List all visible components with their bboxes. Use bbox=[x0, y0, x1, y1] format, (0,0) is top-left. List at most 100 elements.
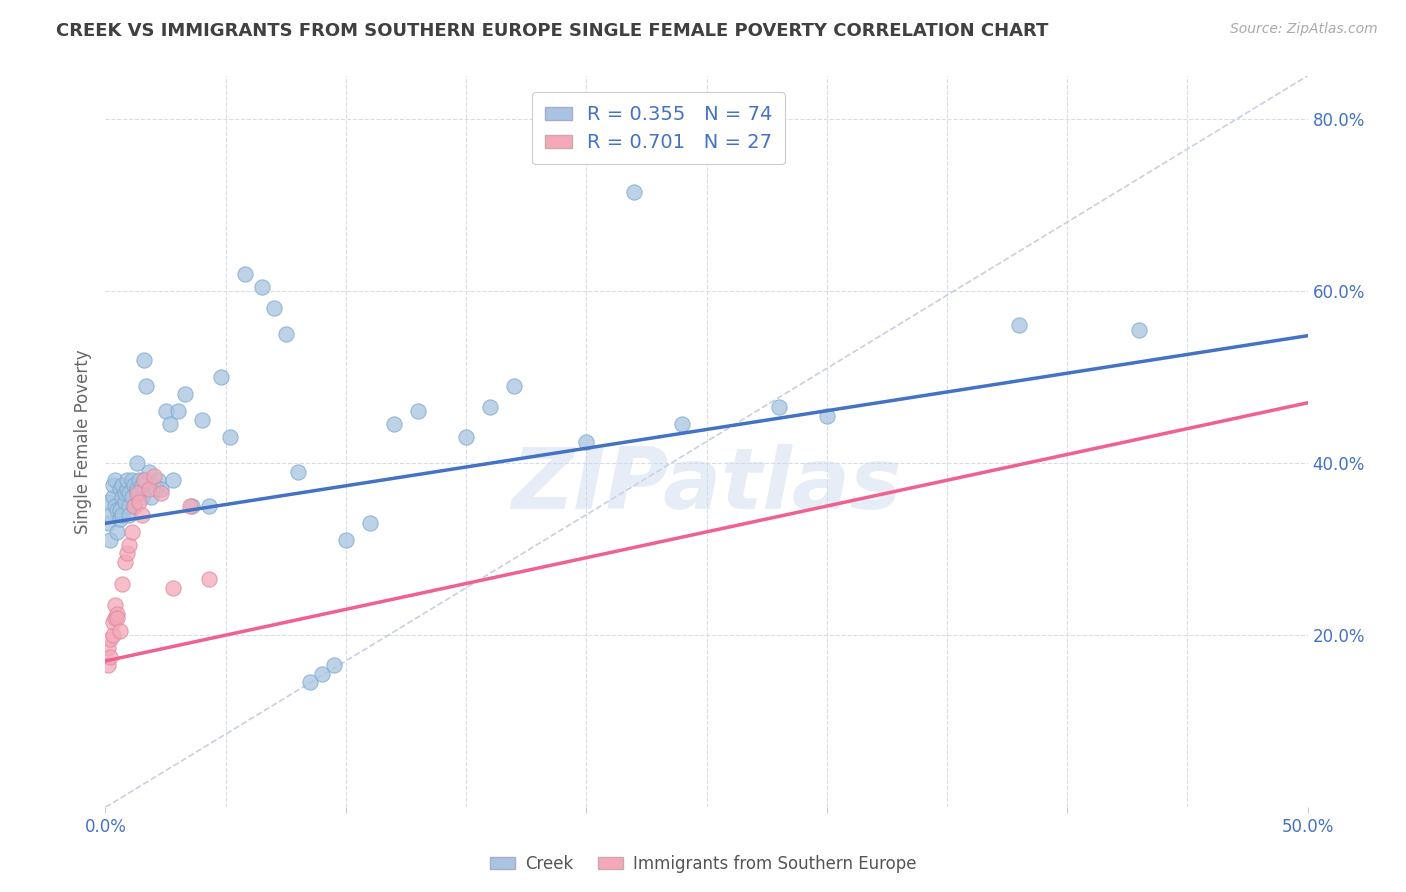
Point bbox=[128, 495, 150, 509]
Point bbox=[162, 581, 184, 595]
Point bbox=[768, 400, 790, 414]
Point bbox=[97, 495, 120, 509]
Point bbox=[98, 508, 121, 522]
Point bbox=[115, 546, 138, 560]
Point bbox=[131, 491, 153, 505]
Point bbox=[97, 516, 120, 531]
Point bbox=[359, 516, 381, 531]
Point bbox=[124, 477, 146, 491]
Point bbox=[125, 482, 148, 496]
Legend: R = 0.355   N = 74, R = 0.701   N = 27: R = 0.355 N = 74, R = 0.701 N = 27 bbox=[533, 92, 785, 164]
Point bbox=[131, 508, 153, 522]
Point bbox=[118, 499, 141, 513]
Point bbox=[233, 267, 256, 281]
Point bbox=[97, 641, 120, 656]
Point bbox=[623, 185, 645, 199]
Point bbox=[322, 658, 344, 673]
Point bbox=[111, 491, 134, 505]
Point bbox=[124, 499, 146, 513]
Point bbox=[575, 434, 598, 449]
Point bbox=[142, 477, 165, 491]
Point bbox=[250, 279, 273, 293]
Point bbox=[149, 482, 172, 496]
Point bbox=[1008, 318, 1031, 333]
Point bbox=[671, 417, 693, 432]
Point bbox=[406, 404, 429, 418]
Point bbox=[111, 576, 134, 591]
Point bbox=[115, 473, 138, 487]
Point bbox=[104, 598, 127, 612]
Point bbox=[125, 486, 148, 500]
Point bbox=[274, 326, 297, 341]
Point bbox=[198, 499, 221, 513]
Point bbox=[1128, 323, 1150, 337]
Point bbox=[104, 611, 127, 625]
Point bbox=[815, 409, 838, 423]
Point bbox=[166, 404, 188, 418]
Point bbox=[159, 417, 181, 432]
Point bbox=[107, 611, 129, 625]
Point bbox=[115, 482, 138, 496]
Point bbox=[263, 301, 285, 315]
Point bbox=[108, 482, 131, 496]
Point bbox=[198, 572, 221, 586]
Point bbox=[101, 615, 124, 630]
Point bbox=[131, 477, 153, 491]
Point bbox=[145, 482, 167, 496]
Y-axis label: Single Female Poverty: Single Female Poverty bbox=[73, 350, 91, 533]
Point bbox=[114, 486, 136, 500]
Legend: Creek, Immigrants from Southern Europe: Creek, Immigrants from Southern Europe bbox=[482, 848, 924, 880]
Point bbox=[132, 473, 155, 487]
Point bbox=[132, 352, 155, 367]
Point bbox=[128, 486, 150, 500]
Point bbox=[98, 649, 121, 664]
Point bbox=[138, 465, 160, 479]
Point bbox=[97, 658, 120, 673]
Text: CREEK VS IMMIGRANTS FROM SOUTHERN EUROPE SINGLE FEMALE POVERTY CORRELATION CHART: CREEK VS IMMIGRANTS FROM SOUTHERN EUROPE… bbox=[56, 22, 1049, 40]
Point bbox=[190, 413, 212, 427]
Point bbox=[138, 482, 160, 496]
Point bbox=[454, 430, 477, 444]
Point bbox=[287, 465, 309, 479]
Point bbox=[101, 628, 124, 642]
Point bbox=[132, 473, 155, 487]
Point bbox=[118, 538, 141, 552]
Point bbox=[139, 491, 162, 505]
Point bbox=[104, 473, 127, 487]
Point bbox=[142, 469, 165, 483]
Point bbox=[107, 524, 129, 539]
Text: ZIPatlas: ZIPatlas bbox=[512, 444, 901, 527]
Point bbox=[479, 400, 502, 414]
Point bbox=[503, 378, 526, 392]
Point bbox=[179, 499, 201, 513]
Point bbox=[118, 486, 141, 500]
Point bbox=[108, 624, 131, 638]
Point bbox=[125, 456, 148, 470]
Point bbox=[149, 486, 172, 500]
Point bbox=[121, 524, 143, 539]
Point bbox=[162, 473, 184, 487]
Point bbox=[128, 473, 150, 487]
Point bbox=[108, 512, 131, 526]
Point bbox=[101, 477, 124, 491]
Point bbox=[107, 503, 129, 517]
Point bbox=[111, 508, 134, 522]
Point bbox=[173, 387, 195, 401]
Point bbox=[219, 430, 242, 444]
Point bbox=[98, 533, 121, 548]
Point bbox=[124, 499, 146, 513]
Point bbox=[155, 404, 177, 418]
Point bbox=[298, 675, 321, 690]
Point bbox=[104, 499, 127, 513]
Point bbox=[148, 473, 170, 487]
Point bbox=[382, 417, 405, 432]
Point bbox=[101, 491, 124, 505]
Point bbox=[181, 499, 204, 513]
Point bbox=[111, 477, 134, 491]
Point bbox=[107, 607, 129, 621]
Point bbox=[135, 378, 157, 392]
Text: Source: ZipAtlas.com: Source: ZipAtlas.com bbox=[1230, 22, 1378, 37]
Point bbox=[114, 495, 136, 509]
Point bbox=[121, 491, 143, 505]
Point bbox=[108, 503, 131, 517]
